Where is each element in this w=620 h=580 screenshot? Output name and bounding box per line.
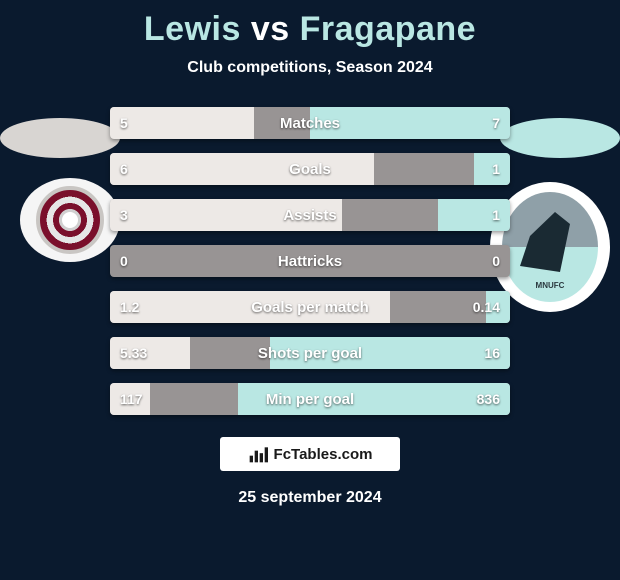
stat-row: Goals 6 1 (110, 153, 510, 185)
page-title: Lewis vs Fragapane (0, 0, 620, 49)
left-accent-ellipse (0, 118, 120, 158)
stat-row: Hattricks 0 0 (110, 245, 510, 277)
stat-value-left: 5 (120, 115, 128, 131)
title-left: Lewis (144, 10, 241, 48)
stat-value-right: 836 (477, 391, 500, 407)
stat-label: Shots per goal (258, 345, 362, 362)
stat-row: Goals per match 1.2 0.14 (110, 291, 510, 323)
stat-bar-left (110, 107, 254, 139)
stat-bar-left (110, 153, 374, 185)
stat-value-left: 5.33 (120, 345, 147, 361)
title-right: Fragapane (300, 10, 476, 48)
club-logo-left (20, 178, 120, 262)
stat-value-right: 1 (492, 207, 500, 223)
stat-row: Min per goal 117 836 (110, 383, 510, 415)
stat-value-right: 16 (484, 345, 500, 361)
stats-container: Matches 5 7 Goals 6 1 Assists 3 1 Hattricks 0 0 Goal… (110, 107, 510, 415)
stat-row: Assists 3 1 (110, 199, 510, 231)
subtitle: Club competitions, Season 2024 (0, 59, 620, 77)
stat-label: Goals per match (251, 299, 369, 316)
stat-label: Hattricks (278, 253, 342, 270)
minnesota-united-logo-icon: MNUFC (502, 192, 598, 302)
stat-value-left: 0 (120, 253, 128, 269)
stat-value-left: 3 (120, 207, 128, 223)
stat-value-left: 117 (120, 391, 143, 407)
stat-value-left: 1.2 (120, 299, 139, 315)
footer-date: 25 september 2024 (0, 489, 620, 507)
stat-value-right: 1 (492, 161, 500, 177)
stat-label: Goals (289, 161, 331, 178)
content: Lewis vs Fragapane Club competitions, Se… (0, 0, 620, 580)
stat-value-right: 0 (492, 253, 500, 269)
club-right-short: MNUFC (502, 281, 598, 290)
chart-icon (248, 444, 268, 464)
stat-row: Shots per goal 5.33 16 (110, 337, 510, 369)
stat-label: Assists (283, 207, 336, 224)
brand-text: FcTables.com (274, 446, 373, 463)
stat-row: Matches 5 7 (110, 107, 510, 139)
stat-label: Min per goal (266, 391, 354, 408)
title-vs: vs (251, 10, 290, 48)
stat-label: Matches (280, 115, 340, 132)
stat-value-right: 0.14 (473, 299, 500, 315)
brand-badge: FcTables.com (220, 437, 400, 471)
right-accent-ellipse (500, 118, 620, 158)
stat-value-right: 7 (492, 115, 500, 131)
stat-value-left: 6 (120, 161, 128, 177)
colorado-rapids-logo-icon (36, 186, 104, 254)
